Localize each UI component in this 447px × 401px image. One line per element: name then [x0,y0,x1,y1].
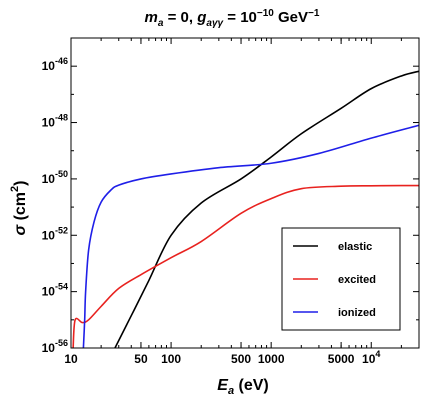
x-tick-label: 50 [134,352,148,366]
x-axis-symbol: E [217,377,229,394]
y-tick-label: 10-48 [42,113,68,130]
legend-label-excited: excited [338,274,376,286]
legend-label-ionized: ionized [338,307,376,319]
title-mass-value: = 0, [163,9,197,26]
title-unit-exponent: −1 [308,8,320,19]
title-g-symbol: g [196,9,206,26]
title-m-symbol: m [145,9,158,26]
x-axis-unit: (eV) [234,377,269,394]
y-axis-close: ) [12,181,29,186]
y-axis-unit: (cm [12,192,29,225]
legend: elastic excited ionized [281,227,401,331]
y-tick-label: 10-54 [42,282,68,299]
title-g-subscript: aγγ [206,18,224,29]
series-line-elastic [114,70,419,348]
x-tick-label: 100 [161,352,181,366]
y-tick-label: 10-50 [42,169,68,186]
plot-frame [70,37,420,349]
title-coupling-value: = 10 [223,9,257,26]
y-axis-label: σ (cm2) [9,181,29,236]
title-unit: GeV [274,9,308,26]
chart-title: ma = 0, gaγγ = 10−10 GeV−1 [145,8,320,29]
x-axis-subscript: a [228,385,234,397]
x-axis-label: Ea (eV) [217,377,268,397]
y-tick-label: 10-56 [42,338,68,355]
y-axis-symbol: σ [12,223,29,235]
y-tick-label: 10-52 [42,225,68,242]
y-axis-unit-exponent: 2 [9,186,21,192]
title-coupling-exponent: −10 [257,8,274,19]
ticks-layer: 10 50 100 500 1000 5000 104 10-56 10-54 10-52 10-5… [42,37,420,366]
x-tick-label: 500 [231,352,251,366]
x-tick-label: 104 [362,349,380,366]
title-m-subscript: a [158,18,164,29]
series-line-ionized [82,124,419,348]
legend-label-elastic: elastic [338,241,372,253]
y-tick-label: 10-46 [42,56,68,73]
x-tick-label: 5000 [328,352,355,366]
x-tick-label: 1000 [258,352,285,366]
x-tick-label: 10 [64,352,78,366]
series-layer [72,70,419,348]
